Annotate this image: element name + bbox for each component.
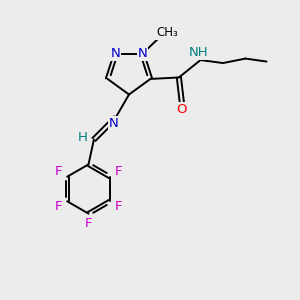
- Text: F: F: [85, 217, 92, 230]
- Text: N: N: [111, 47, 121, 60]
- Text: F: F: [55, 200, 63, 213]
- Text: N: N: [137, 47, 147, 60]
- Text: F: F: [55, 165, 63, 178]
- Text: N: N: [109, 117, 119, 130]
- Text: H: H: [78, 130, 87, 144]
- Text: CH₃: CH₃: [156, 26, 178, 39]
- Text: NH: NH: [189, 46, 209, 59]
- Text: F: F: [114, 200, 122, 213]
- Text: F: F: [114, 165, 122, 178]
- Text: O: O: [177, 103, 187, 116]
